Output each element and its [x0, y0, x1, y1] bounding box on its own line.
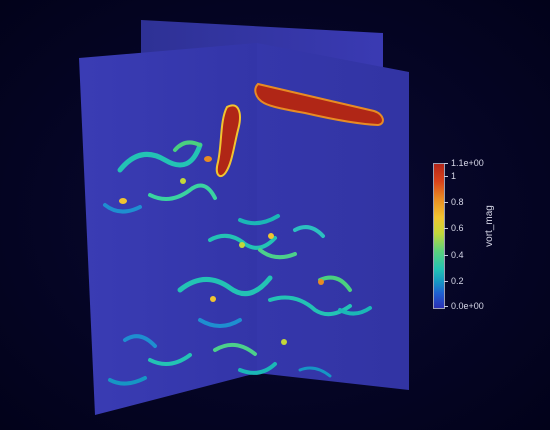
left-red-streak [215, 104, 241, 178]
scalar-bar-tick-1 [444, 176, 448, 177]
scalar-bar-tick-max [444, 163, 448, 164]
top-red-streak [254, 82, 384, 127]
right-slice-plane [257, 43, 409, 390]
scalar-bar [433, 163, 445, 309]
scalar-bar-label-0-8: 0.8 [451, 197, 464, 207]
high-vorticity-accents [119, 156, 324, 345]
scalar-bar-label-1: 1 [451, 171, 457, 181]
left-slice-plane [79, 43, 257, 415]
scalar-bar-tick-0-8 [444, 202, 448, 203]
scalar-bar-tick-0-6 [444, 228, 448, 229]
scalar-bar-max-label: 1.1e+00 [451, 158, 484, 168]
scalar-bar-tick-0-4 [444, 255, 448, 256]
scalar-bar-label-0-4: 0.4 [451, 250, 464, 260]
mid-vorticity-region [103, 140, 372, 386]
scalar-bar-min-label: 0.0e+00 [451, 301, 484, 311]
scalar-bar-label-0-2: 0.2 [451, 276, 464, 286]
scalar-bar-tick-0-2 [444, 281, 448, 282]
scalar-bar-title: vort_mag [483, 205, 495, 247]
scalar-bar-tick-min [444, 306, 448, 307]
scalar-bar-label-0-6: 0.6 [451, 223, 464, 233]
